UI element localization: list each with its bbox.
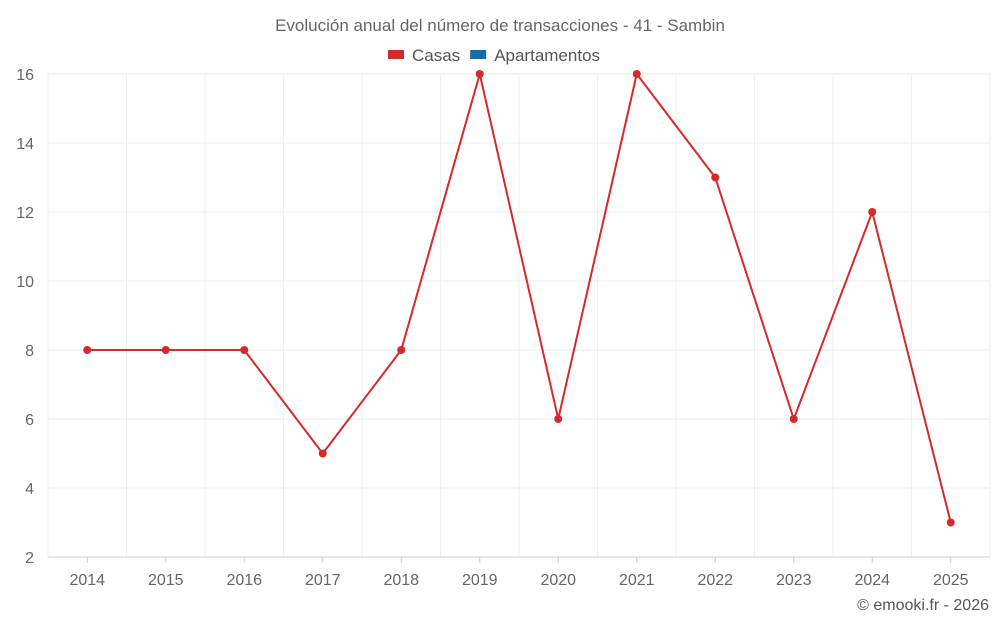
x-tick-label: 2019: [462, 572, 498, 589]
data-point: [946, 518, 955, 527]
series: [83, 70, 955, 527]
series-line-casas: [87, 71, 952, 523]
y-tick-label: 16: [16, 67, 34, 84]
x-tick-label: 2025: [933, 572, 969, 589]
legend-label-apartamentos: Apartamentos: [494, 46, 600, 65]
y-tick-label: 6: [25, 412, 34, 429]
data-point: [789, 415, 798, 423]
grid: [47, 73, 991, 557]
data-point: [711, 173, 720, 182]
x-tick-label: 2022: [697, 572, 733, 589]
data-point: [318, 449, 327, 458]
data-point: [397, 346, 406, 354]
data-point: [868, 208, 877, 216]
y-tick-label: 14: [16, 136, 34, 153]
x-tick-label: 2015: [148, 572, 184, 589]
x-tick-label: 2018: [383, 572, 419, 589]
x-tick-label: 2023: [776, 572, 812, 589]
x-tick-label: 2014: [69, 572, 105, 589]
axes: 2 4 6 8 10 12 14 16 2014 2015 2016 2017 2018 2019 2020…: [16, 67, 990, 589]
data-point: [240, 346, 249, 354]
data-point: [475, 70, 484, 78]
x-tick-label: 2020: [540, 572, 576, 589]
x-tick-label: 2017: [305, 572, 341, 589]
x-tick-label: 2024: [854, 572, 890, 589]
credit-text: © emooki.fr - 2026: [857, 597, 989, 614]
data-point: [83, 346, 92, 354]
legend-swatch-casas: [388, 50, 404, 59]
y-tick-label: 12: [16, 205, 34, 222]
data-point: [632, 70, 641, 78]
y-tick-label: 8: [25, 343, 34, 360]
legend-swatch-apartamentos: [470, 50, 487, 59]
y-tick-label: 4: [25, 481, 34, 498]
y-tick-label: 2: [25, 550, 34, 567]
legend-label-casas: Casas: [412, 46, 460, 65]
chart-title: Evolución anual del número de transaccio…: [275, 16, 725, 35]
data-point: [161, 346, 170, 354]
data-point: [554, 415, 563, 423]
y-tick-label: 10: [16, 274, 34, 291]
legend: Casas Apartamentos: [388, 46, 600, 65]
x-tick-label: 2016: [226, 572, 262, 589]
x-tick-label: 2021: [619, 572, 655, 589]
